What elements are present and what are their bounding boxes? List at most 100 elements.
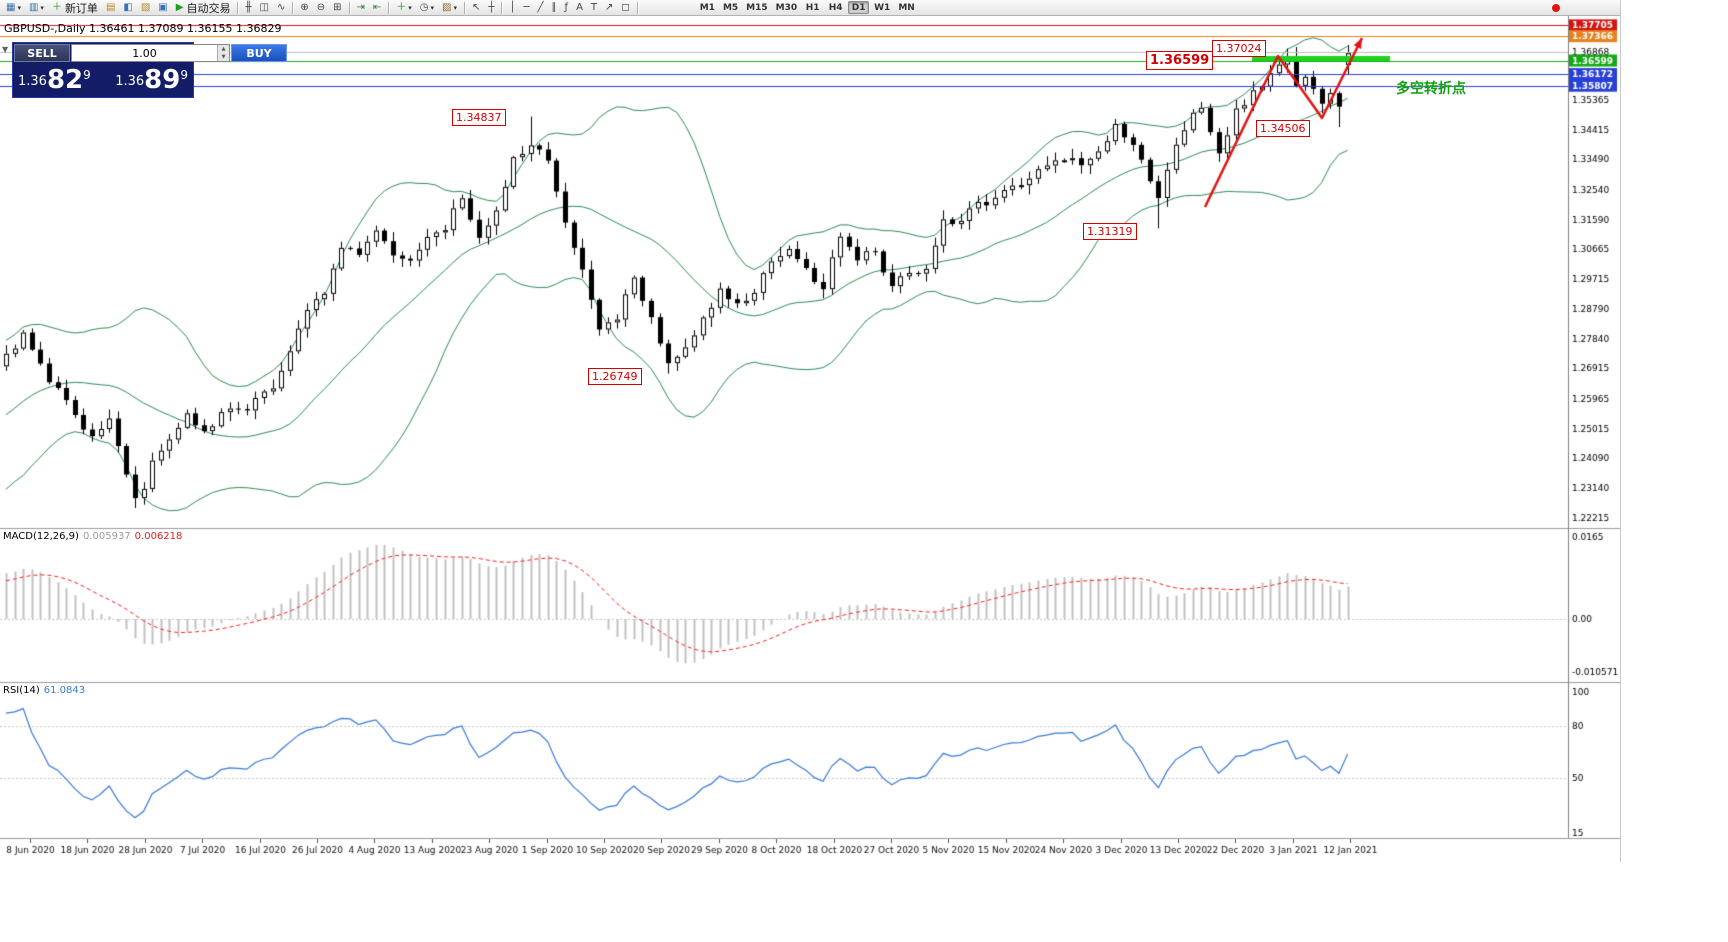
candlestick-chart-icon-glyph: ◫: [259, 2, 269, 13]
chart-ohlc-readout: GBPUSD-,Daily 1.36461 1.37089 1.36155 1.…: [4, 22, 282, 35]
dropdown-arrow-icon: ▾: [408, 3, 412, 12]
channel-icon-glyph: ∥: [551, 2, 557, 13]
profiles-icon-glyph: ▥: [28, 2, 39, 13]
sell-button[interactable]: SELL: [14, 44, 70, 62]
zoom-in-icon[interactable]: ⊕: [297, 1, 311, 15]
timeframe-h4-button[interactable]: H4: [828, 3, 843, 13]
navigator-icon-glyph: ▧: [140, 2, 151, 13]
trendline-icon-glyph: ╱: [537, 2, 544, 13]
rsi-value: 61.0843: [43, 685, 86, 696]
one-click-trading-panel: SELL ▲ ▼ BUY 1.36 82 9 1.36 89 9: [12, 42, 287, 98]
mt4-window: ▦ ▾ ▥ ▾ ＋新订单 ▤ ◧ ▧ ▣ ▶ 自动交易 ╫ ◫ ∿ ⊕ ⊖ ⊞ ⇥ ⇤ ＋ ▾ ◷ ▾ ▨ ▾ ↖ ┼ │ ─ ╱ ∥ ƒ A T…: [0, 0, 1621, 862]
text-label-icon-glyph: T: [590, 2, 598, 13]
buy-price-pipette: 9: [180, 68, 188, 82]
timeframe-m1-button[interactable]: M1: [699, 3, 715, 13]
new-order-glyph: ＋: [51, 2, 62, 13]
volume-decrease-icon[interactable]: ▼: [221, 54, 226, 60]
fibonacci-icon[interactable]: ƒ: [562, 1, 572, 15]
timeframe-m30-button[interactable]: M30: [775, 3, 798, 13]
terminal-icon[interactable]: ▣: [155, 1, 170, 15]
toolbar-separator: [464, 1, 466, 14]
crosshair-icon[interactable]: ┼: [485, 1, 497, 15]
macd-main-value: 0.005937: [82, 531, 131, 542]
line-chart-icon[interactable]: ∿: [274, 1, 288, 15]
new-chart-icon-glyph: ▦: [6, 2, 16, 13]
dropdown-arrow-icon: ▾: [453, 3, 458, 12]
new-order-button[interactable]: ＋新订单: [49, 1, 101, 15]
text-label-icon[interactable]: T: [588, 1, 600, 15]
price-flag: 1.26749: [588, 368, 642, 385]
price-flag: 1.37024: [1212, 40, 1266, 57]
shapes-tool-icon-glyph: ◻: [621, 2, 630, 13]
toolbar: ▦ ▾ ▥ ▾ ＋新订单 ▤ ◧ ▧ ▣ ▶ 自动交易 ╫ ◫ ∿ ⊕ ⊖ ⊞ ⇥ ⇤ ＋ ▾ ◷ ▾ ▨ ▾ ↖ ┼ │ ─ ╱ ∥ ƒ A T…: [0, 0, 1620, 16]
toolbar-separator: [501, 1, 503, 14]
autotrade-button[interactable]: ▶ 自动交易: [173, 1, 234, 15]
timeframe-group: M1 M5 M15 M30 H1 H4 D1 W1 MN: [696, 1, 919, 14]
candlestick-chart-icon[interactable]: ◫: [256, 1, 271, 15]
vertical-line-icon[interactable]: │: [506, 1, 518, 15]
sell-price-main: 1.36: [18, 74, 47, 89]
buy-price[interactable]: 1.36 89 9: [115, 64, 188, 96]
timeframe-m15-button[interactable]: M15: [746, 3, 768, 13]
volume-increase-icon[interactable]: ▲: [221, 46, 226, 52]
timeframe-w1-button[interactable]: W1: [874, 3, 891, 13]
chart-shift-icon[interactable]: ⇤: [370, 1, 384, 15]
new-chart-icon[interactable]: ▦ ▾: [3, 1, 24, 15]
price-chart-canvas[interactable]: [0, 16, 1620, 862]
trendline-icon[interactable]: ╱: [535, 1, 547, 15]
shapes-tool-icon[interactable]: ◻: [618, 1, 632, 15]
dropdown-arrow-icon: ▾: [17, 3, 21, 12]
sell-price[interactable]: 1.36 82 9: [18, 64, 91, 96]
zoom-out-icon[interactable]: ⊖: [314, 1, 328, 15]
sell-price-pipette: 9: [83, 68, 91, 82]
tile-windows-icon-glyph: ⊞: [333, 2, 342, 13]
arrows-tool-icon[interactable]: ↗: [602, 1, 616, 15]
timeframe-d1-button[interactable]: D1: [848, 1, 870, 14]
bar-chart-icon[interactable]: ╫: [242, 1, 254, 15]
market-watch-icon-glyph: ▤: [105, 2, 116, 13]
macd-name: MACD(12,26,9): [3, 531, 79, 542]
volume-input[interactable]: [72, 45, 217, 61]
templates-icon-glyph: ▨: [442, 2, 452, 13]
templates-icon[interactable]: ▨ ▾: [439, 1, 460, 15]
price-flag: 1.34837: [452, 109, 506, 126]
data-window-icon-glyph: ◧: [123, 2, 133, 13]
profiles-icon[interactable]: ▥ ▾: [26, 1, 47, 15]
buy-price-pips: 89: [144, 65, 181, 95]
macd-label: MACD(12,26,9) 0.005937 0.006218: [3, 531, 182, 542]
toolbar-separator: [348, 1, 350, 14]
auto-scroll-icon[interactable]: ⇥: [354, 1, 368, 15]
indicators-icon[interactable]: ＋ ▾: [393, 1, 415, 15]
bar-chart-icon-glyph: ╫: [245, 2, 252, 13]
buy-price-main: 1.36: [115, 74, 145, 89]
crosshair-icon-glyph: ┼: [488, 2, 495, 13]
price-flag: 1.31319: [1083, 223, 1137, 240]
text-tool-icon-glyph: A: [576, 2, 583, 13]
dropdown-arrow-icon: ▾: [430, 3, 435, 12]
toolbar-separator: [292, 1, 294, 14]
macd-signal-value: 0.006218: [134, 531, 183, 542]
cursor-icon-glyph: ↖: [472, 2, 481, 13]
periods-icon[interactable]: ◷ ▾: [417, 1, 437, 15]
price-flag: 1.34506: [1256, 120, 1310, 137]
channel-icon[interactable]: ∥: [549, 1, 560, 15]
text-tool-icon[interactable]: A: [573, 1, 586, 15]
tile-windows-icon[interactable]: ⊞: [330, 1, 344, 15]
data-window-icon[interactable]: ◧: [120, 1, 135, 15]
toolbar-separator: [237, 1, 239, 14]
toolbar-separator: [388, 1, 390, 14]
new-order-button-label: 新订单: [64, 1, 98, 15]
timeframe-m5-button[interactable]: M5: [722, 3, 739, 13]
horizontal-line-icon-glyph: ─: [523, 2, 530, 13]
buy-button[interactable]: BUY: [231, 44, 287, 62]
horizontal-line-icon[interactable]: ─: [520, 1, 532, 15]
chart-note-text: 多空转折点: [1396, 81, 1466, 97]
timeframe-h1-button[interactable]: H1: [805, 3, 820, 13]
timeframe-mn-button[interactable]: MN: [898, 3, 915, 13]
dropdown-arrow-icon: ▾: [40, 3, 44, 12]
navigator-icon[interactable]: ▧: [138, 1, 153, 15]
terminal-icon-glyph: ▣: [158, 2, 168, 13]
oct-collapse-icon[interactable]: ▼: [2, 45, 9, 54]
cursor-icon[interactable]: ↖: [469, 1, 483, 15]
market-watch-icon[interactable]: ▤: [103, 1, 118, 15]
